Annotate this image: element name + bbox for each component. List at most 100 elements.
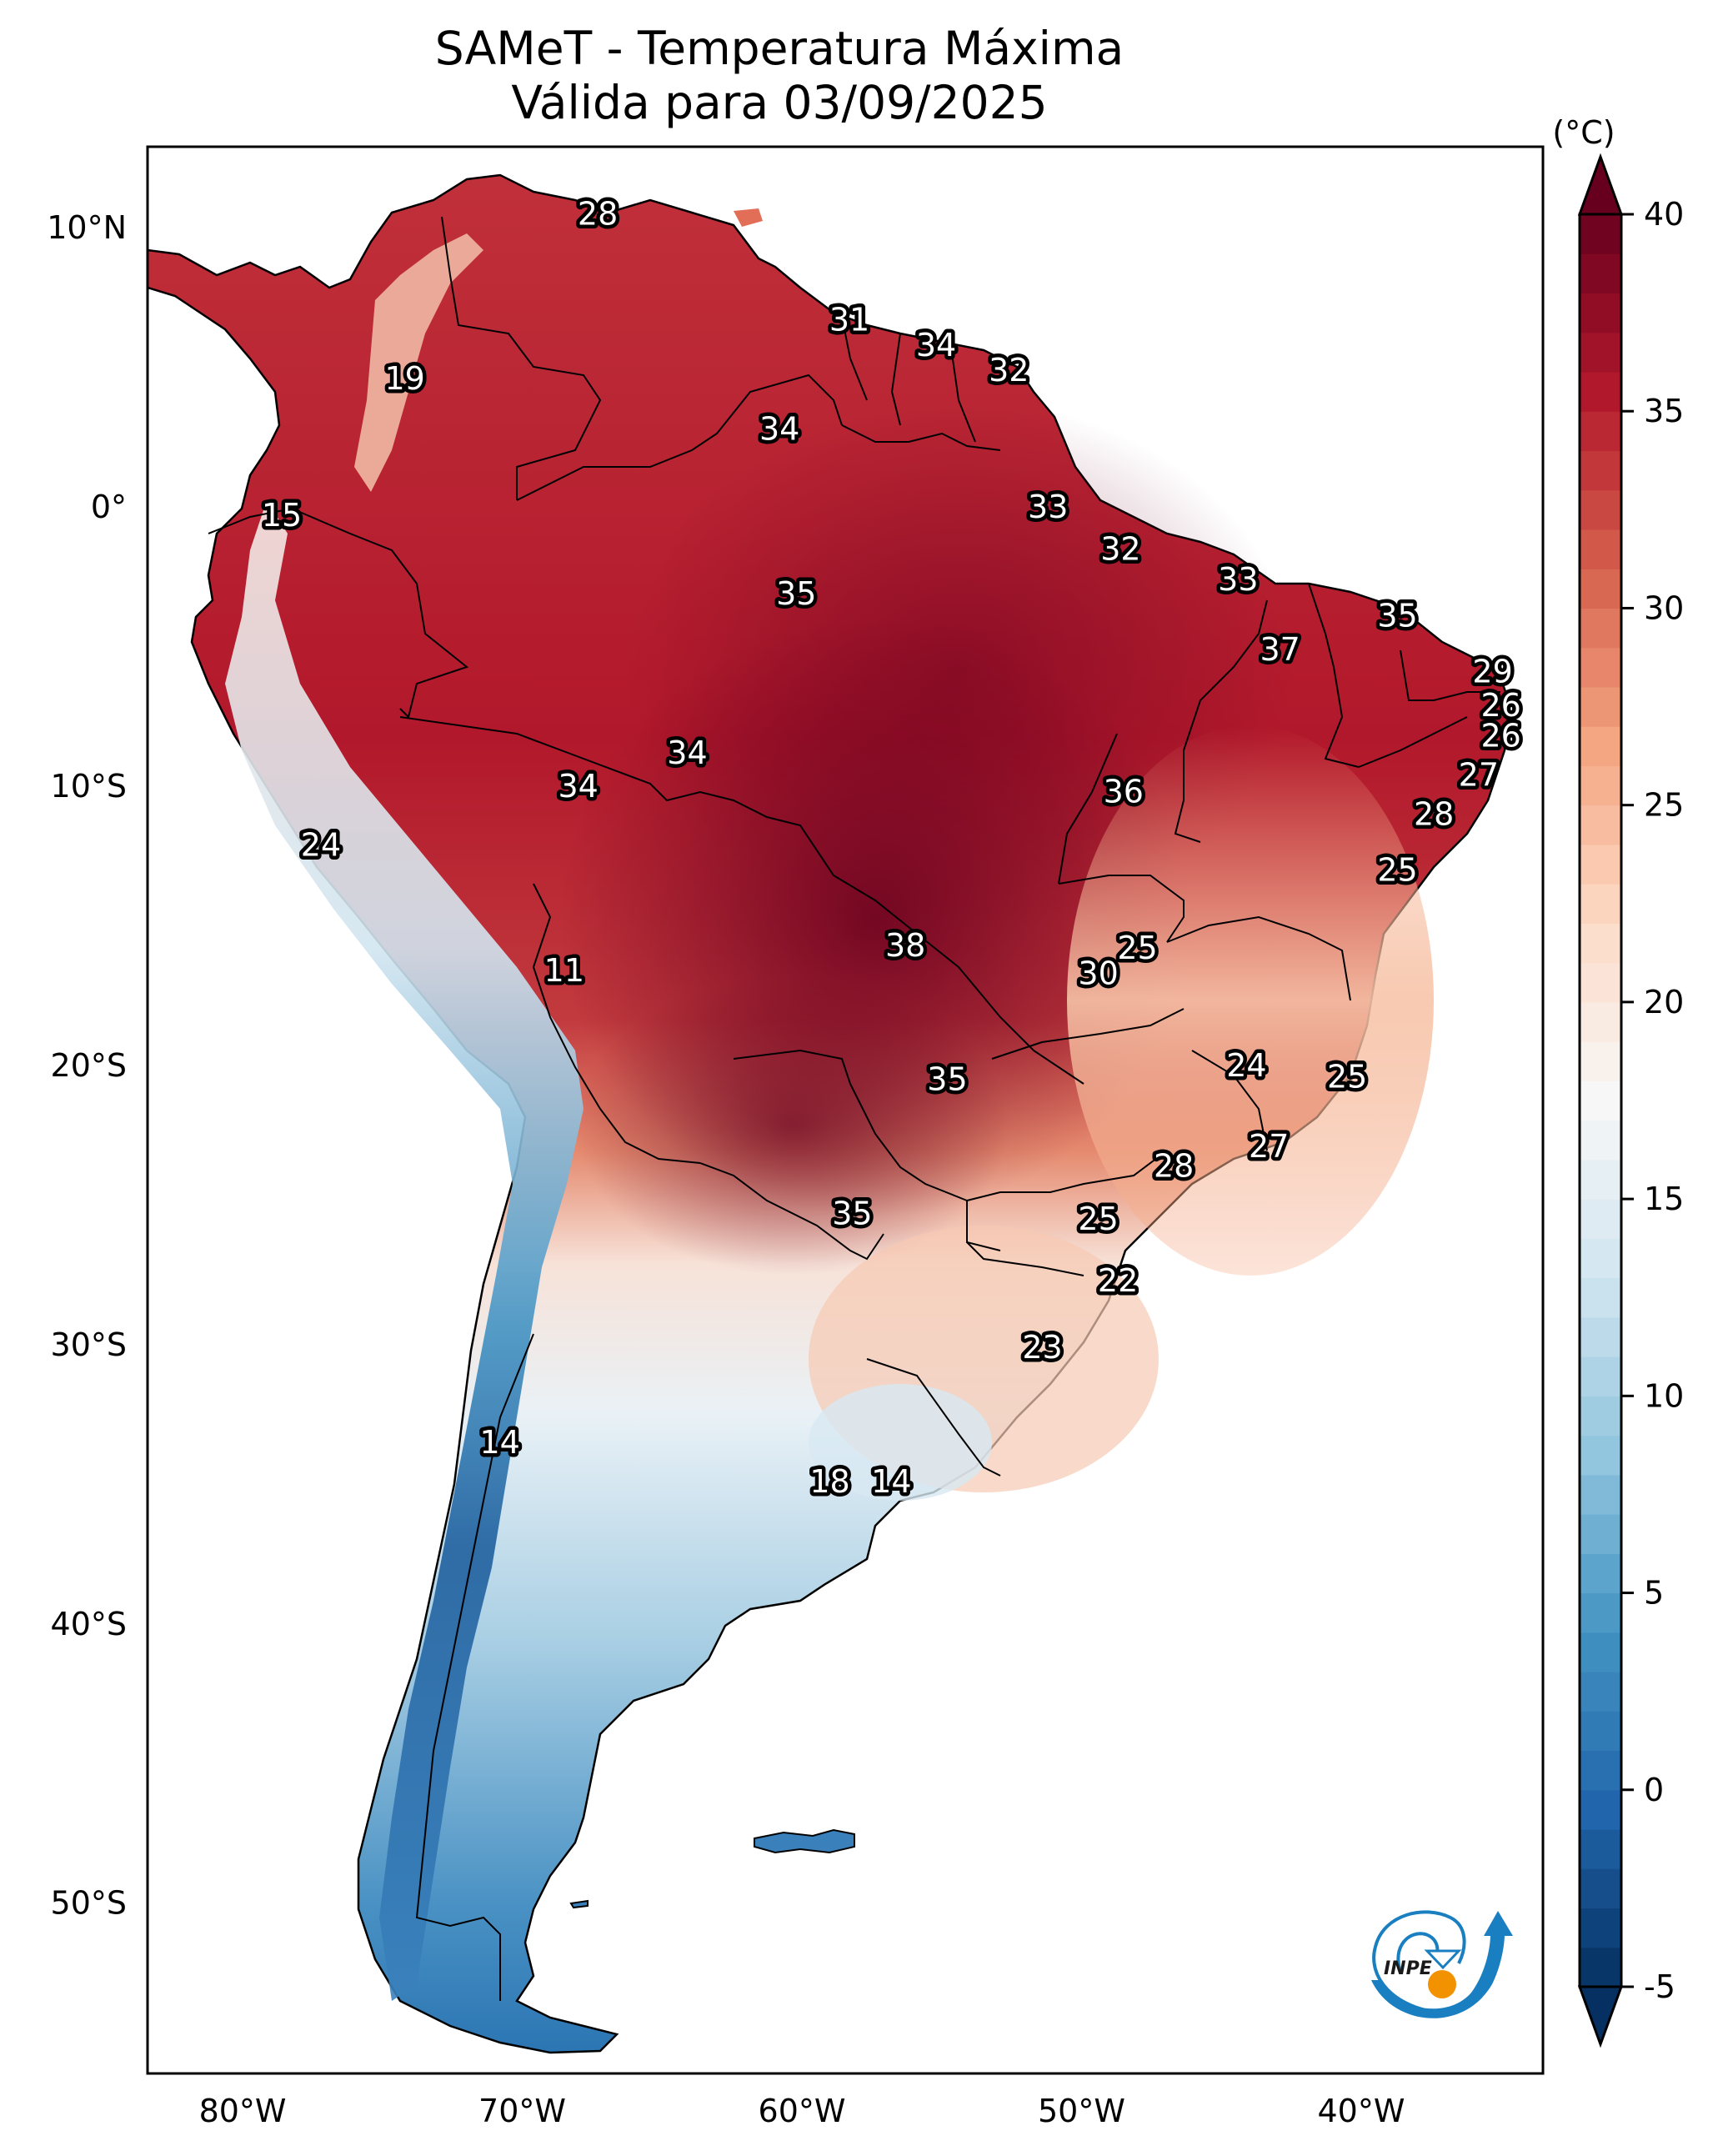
- temperature-value-label: 33: [1218, 561, 1258, 598]
- logo-sun-circle: [1428, 1970, 1456, 1998]
- lat-tick-label: 50°S: [51, 1885, 127, 1922]
- temperature-value-label: 24: [301, 826, 341, 863]
- temperature-value-label: 26: [1480, 687, 1520, 724]
- colombia-andes-ridge: [354, 233, 483, 492]
- colorbar-swatch: [1580, 489, 1621, 530]
- cool-region-uruguay: [809, 1384, 992, 1501]
- country-borders: [208, 216, 1500, 2001]
- title-line-2: Válida para 03/09/2025: [511, 76, 1048, 129]
- lat-tick-label: 40°S: [51, 1606, 127, 1642]
- lat-tick-label: 30°S: [51, 1326, 127, 1363]
- colorbar-swatch: [1580, 1632, 1621, 1672]
- colorbar-swatch: [1580, 1277, 1621, 1318]
- temperature-value-label: 36: [1104, 774, 1144, 810]
- logo-big-arrow-body: [1371, 1934, 1505, 2018]
- colorbar-tick-label: 20: [1644, 984, 1684, 1020]
- staten-island: [569, 1899, 589, 1909]
- temperature-value-label: 14: [480, 1424, 520, 1461]
- colorbar-extend-min: [1577, 1985, 1624, 2048]
- colorbar-swatch: [1580, 1514, 1621, 1554]
- temperature-value-label: 26: [1480, 718, 1520, 755]
- colorbar-swatch: [1580, 1001, 1621, 1042]
- colorbar-swatch: [1580, 1868, 1621, 1909]
- temperature-value-label: 28: [578, 195, 618, 232]
- mild-region-southeast: [1067, 725, 1434, 1276]
- colorbar-swatch: [1580, 884, 1621, 924]
- temperature-value-label: 19: [384, 360, 424, 397]
- falkland-islands: [754, 1828, 855, 1854]
- temperature-value-label: 22: [1098, 1262, 1138, 1299]
- lat-tick-label: 10°S: [51, 768, 127, 805]
- temperature-value-label: 30: [1078, 955, 1118, 991]
- colorbar-swatch: [1580, 411, 1621, 452]
- colorbar-swatch: [1580, 1789, 1621, 1830]
- colorbar-tick-label: 40: [1644, 196, 1684, 233]
- andes-cool-strip: [225, 500, 584, 2001]
- colorbar-swatch: [1580, 1829, 1621, 1869]
- colorbar-swatch: [1580, 1474, 1621, 1515]
- colorbar-swatch: [1580, 844, 1621, 885]
- temperature-value-label: 35: [927, 1061, 967, 1098]
- colorbar-tick-label: 15: [1644, 1181, 1684, 1217]
- colorbar-extend-max: [1577, 153, 1624, 216]
- temperature-value-label: 24: [1226, 1047, 1266, 1084]
- colorbar-swatch: [1580, 371, 1621, 412]
- temperature-value-label: 31: [829, 302, 869, 338]
- longitude-axis: 80°W 70°W 60°W 50°W 40°W: [199, 2093, 1405, 2129]
- temperature-value-label: 34: [558, 768, 598, 805]
- colorbar-swatch: [1580, 214, 1621, 254]
- lon-tick-label: 50°W: [1038, 2093, 1125, 2129]
- colorbar-swatch: [1580, 1908, 1621, 1948]
- temperature-value-label: 14: [871, 1463, 911, 1500]
- colorbar-swatch: [1580, 1672, 1621, 1712]
- colorbar-swatch: [1580, 1081, 1621, 1121]
- map-frame: [146, 145, 1545, 2075]
- colorbar-swatch: [1580, 569, 1621, 609]
- colorbar-tick-label: 5: [1644, 1575, 1664, 1612]
- temperature-value-label: 27: [1249, 1128, 1289, 1165]
- colorbar-tick-label: 25: [1644, 787, 1684, 824]
- colorbar-outline: [1578, 213, 1623, 1988]
- lon-tick-label: 40°W: [1317, 2093, 1405, 2129]
- temperature-value-label: 15: [262, 497, 302, 534]
- colorbar-swatch: [1580, 293, 1621, 333]
- colorbar-tick-label: 30: [1644, 589, 1684, 626]
- colorbar-swatch: [1580, 923, 1621, 964]
- colorbar-tick-label: 0: [1644, 1772, 1664, 1808]
- temperature-value-label: 25: [1078, 1201, 1118, 1237]
- colorbar-swatch: [1580, 647, 1621, 688]
- colorbar-swatches: [1580, 214, 1621, 1988]
- temperature-value-label: 34: [916, 327, 956, 364]
- lon-tick-label: 70°W: [478, 2093, 566, 2129]
- temperature-value-label: 33: [1028, 489, 1068, 525]
- colorbar-swatch: [1580, 253, 1621, 294]
- colorbar-swatch: [1580, 726, 1621, 767]
- colorbar-swatch: [1580, 529, 1621, 569]
- temperature-value-label: 29: [1472, 654, 1512, 690]
- colorbar-tick-label: 10: [1644, 1377, 1684, 1414]
- temperature-value-label: 35: [832, 1195, 872, 1231]
- title-line-1: SAMeT - Temperatura Máxima: [434, 22, 1124, 75]
- latitude-axis: 10°N 0° 10°S 20°S 30°S 40°S 50°S: [47, 209, 127, 1922]
- trinidad-island: [734, 208, 763, 227]
- temperature-value-label: 25: [1117, 930, 1157, 966]
- colorbar-unit-label: (°C): [1552, 114, 1615, 151]
- colorbar: (°C) -5 0 5 10 15 20 25 30 35 40: [1552, 114, 1684, 2048]
- temperature-value-label: 27: [1459, 757, 1499, 794]
- colorbar-ticks: -5 0 5 10 15 20 25 30 35 40: [1621, 196, 1684, 2005]
- colorbar-swatch: [1580, 1356, 1621, 1396]
- colorbar-swatch: [1580, 1041, 1621, 1081]
- temperature-value-label: 11: [544, 952, 584, 989]
- colorbar-swatch: [1580, 765, 1621, 806]
- lat-tick-label: 0°: [91, 489, 127, 525]
- colorbar-swatch: [1580, 1553, 1621, 1594]
- temperature-value-label: 34: [667, 735, 707, 771]
- temperature-value-label: 28: [1154, 1147, 1194, 1184]
- colorbar-swatch: [1580, 1159, 1621, 1200]
- temperature-value-label: 35: [776, 575, 816, 612]
- hot-region-paraguay: [575, 975, 1009, 1276]
- temperature-value-label: 28: [1414, 795, 1454, 832]
- colorbar-swatch: [1580, 686, 1621, 727]
